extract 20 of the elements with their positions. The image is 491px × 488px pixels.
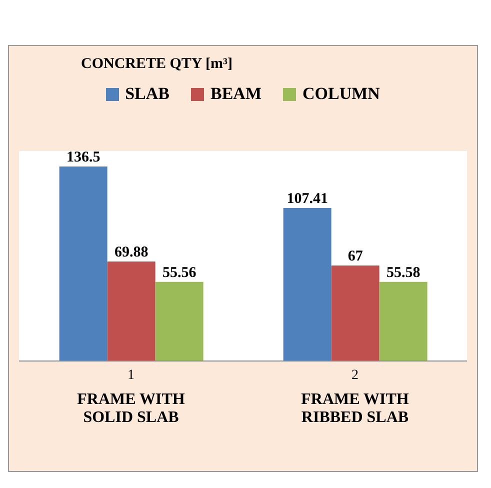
- text: FRAME WITH RIBBED SLAB: [300, 391, 410, 427]
- data-label: 69.88: [114, 244, 148, 260]
- bar: [379, 282, 428, 361]
- data-label: 67: [348, 248, 364, 265]
- x-tick-label: 1: [128, 368, 134, 383]
- legend-label: COLUMN: [302, 84, 380, 104]
- data-label: 55.56: [162, 264, 197, 281]
- bar: [107, 261, 156, 361]
- x-tick-label: 2: [352, 368, 358, 383]
- bar: [155, 282, 204, 361]
- chart-title: CONCRETE QTY [m³]: [81, 56, 232, 73]
- bar: [59, 166, 108, 361]
- data-label: 107.41: [286, 190, 328, 207]
- bar: [331, 266, 380, 361]
- data-label: 136.5: [66, 150, 100, 166]
- legend-label: BEAM: [210, 84, 262, 104]
- bar: [283, 208, 332, 361]
- legend-label: SLAB: [125, 84, 170, 104]
- text: FRAME WITH SOLID SLAB: [76, 391, 186, 427]
- data-label: 55.58: [386, 264, 420, 281]
